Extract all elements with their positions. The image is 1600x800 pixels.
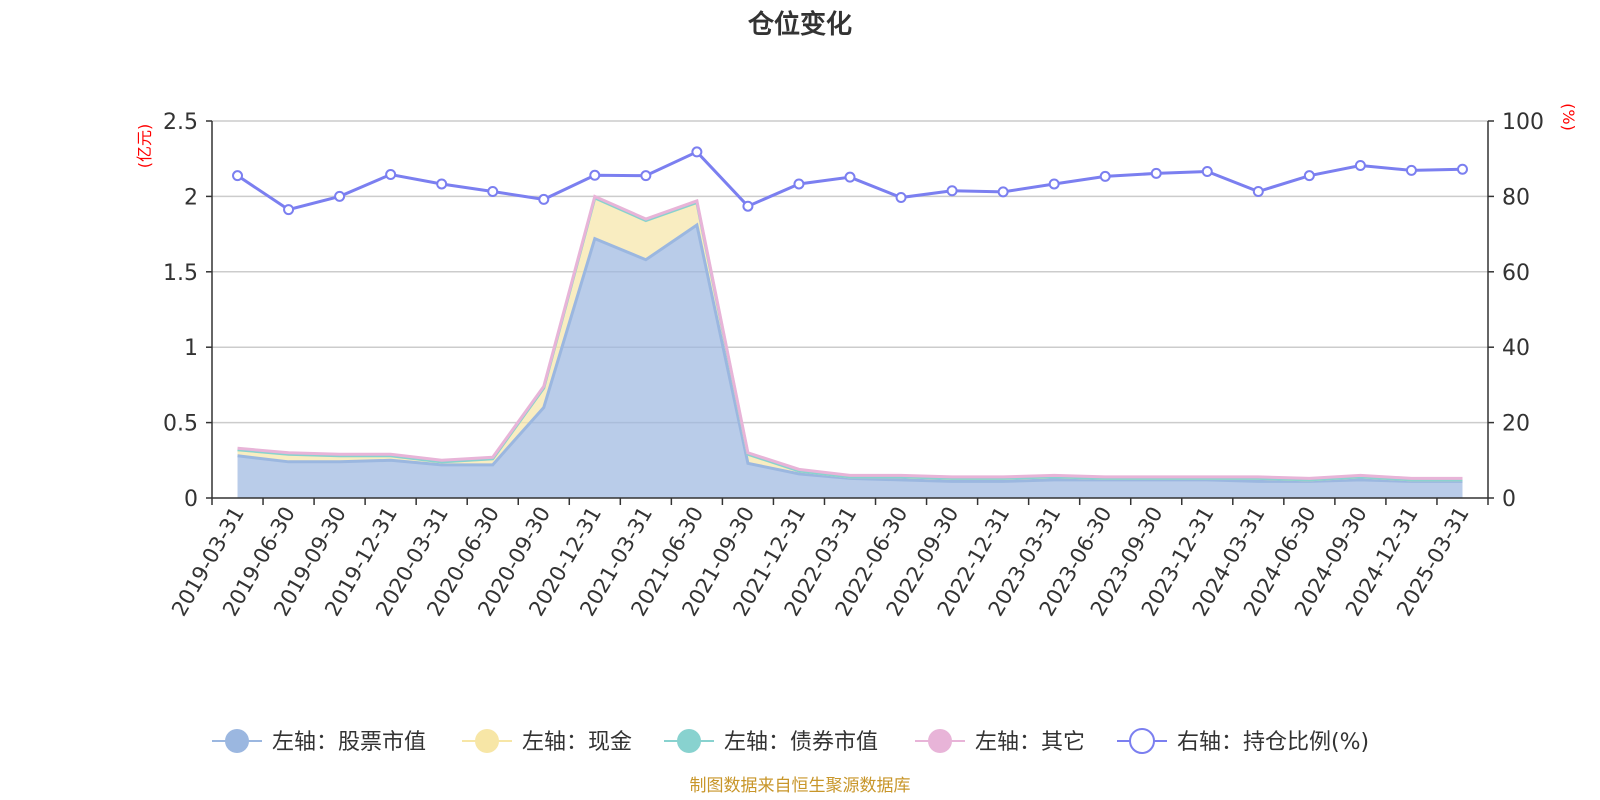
right-axis-unit: (%) (1559, 103, 1578, 131)
legend-label: 左轴：现金 (522, 730, 632, 755)
ratio-point (436, 178, 448, 190)
legend-label: 左轴：股票市值 (272, 730, 426, 755)
ratio-point (742, 200, 754, 212)
right-axis-tick-label: 40 (1502, 336, 1530, 361)
ratio-point (334, 190, 346, 202)
left-axis-tick-label: 1 (184, 336, 198, 361)
right-axis-tick-label: 100 (1502, 110, 1544, 135)
area-line-左轴：其它 (237, 194, 1463, 480)
area-fill-左轴：股票市值 (237, 225, 1463, 498)
legend-label: 右轴：持仓比例(%) (1177, 730, 1369, 755)
ratio-point (1048, 178, 1060, 190)
legend-marker (475, 729, 499, 753)
left-axis-unit: (亿元) (135, 124, 154, 169)
left-axis-tick-label: 1.5 (163, 261, 198, 286)
left-axis-tick-label: 2 (184, 185, 198, 210)
axes (206, 120, 1494, 505)
legend-item-3[interactable]: 左轴：其它 (915, 729, 1085, 755)
ratio-point (793, 178, 805, 190)
ratio-point (487, 185, 499, 197)
ratio-point (844, 171, 856, 183)
ratio-point (640, 170, 652, 182)
legend-label: 左轴：债券市值 (724, 730, 878, 755)
ratio-point (1456, 163, 1468, 175)
ratio-point (385, 169, 397, 181)
ratio-line-series (232, 146, 1468, 216)
legend-item-4[interactable]: 右轴：持仓比例(%) (1117, 728, 1369, 755)
ratio-point (1201, 166, 1213, 178)
area-fill-左轴：债券市值 (237, 197, 1463, 480)
left-axis-tick-label: 0 (184, 487, 198, 512)
ratio-point (1405, 164, 1417, 176)
ratio-point (895, 192, 907, 204)
legend-item-2[interactable]: 左轴：债券市值 (664, 729, 878, 755)
ratio-point (1150, 167, 1162, 179)
legend-marker (225, 729, 249, 753)
ratio-point (946, 185, 958, 197)
area-line-左轴：股票市值 (237, 222, 1463, 483)
ratio-point (1354, 159, 1366, 171)
legend-item-1[interactable]: 左轴：现金 (462, 729, 632, 755)
ratio-point (538, 193, 550, 205)
ratio-point (1252, 185, 1264, 197)
ratio-point (232, 170, 244, 182)
tick-labels: 00.511.522.50204060801002019-03-312019-0… (163, 110, 1544, 620)
ratio-point (691, 146, 703, 158)
area-line-左轴：现金 (237, 195, 1463, 482)
data-source-note: 制图数据来自恒生聚源数据库 (690, 776, 911, 796)
grid-lines (212, 120, 1488, 424)
left-axis-tick-label: 2.5 (163, 110, 198, 135)
right-axis-tick-label: 20 (1502, 412, 1530, 437)
chart-title: 仓位变化 (747, 9, 852, 40)
legend-item-0[interactable]: 左轴：股票市值 (212, 729, 426, 755)
area-fill-左轴：现金 (237, 197, 1463, 482)
ratio-point (589, 169, 601, 181)
area-series (237, 194, 1463, 498)
right-axis-tick-label: 60 (1502, 261, 1530, 286)
legend-marker (1129, 728, 1155, 754)
ratio-point (997, 186, 1009, 198)
legend-label: 左轴：其它 (975, 730, 1085, 755)
legend[interactable]: 左轴：股票市值 左轴：现金 左轴：债券市值 左轴：其它 右轴：持仓比例(%) (212, 728, 1369, 755)
ratio-point (1303, 170, 1315, 182)
legend-marker (677, 729, 701, 753)
area-fill-左轴：其它 (237, 196, 1463, 480)
right-axis-tick-label: 80 (1502, 185, 1530, 210)
right-axis-tick-label: 0 (1502, 487, 1516, 512)
area-line-左轴：债券市值 (237, 195, 1463, 482)
ratio-point (1099, 170, 1111, 182)
ratio-point (283, 204, 295, 216)
legend-marker (928, 729, 952, 753)
left-axis-tick-label: 0.5 (163, 412, 198, 437)
